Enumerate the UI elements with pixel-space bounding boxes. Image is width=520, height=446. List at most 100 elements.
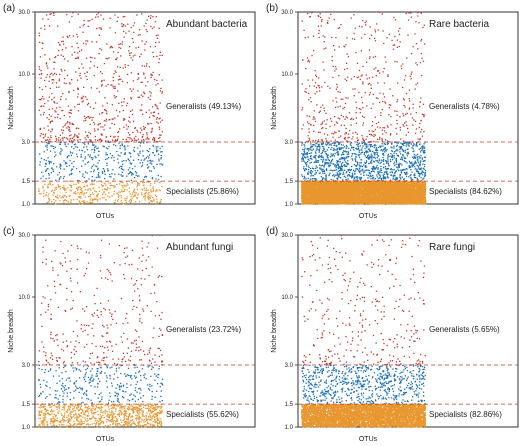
- data-point: [419, 61, 422, 64]
- data-point: [152, 186, 154, 188]
- data-point: [420, 147, 422, 149]
- data-point: [332, 100, 334, 102]
- data-point: [305, 165, 308, 167]
- data-point: [153, 137, 156, 139]
- data-point: [91, 18, 93, 20]
- data-point: [388, 107, 390, 109]
- data-point: [377, 154, 379, 157]
- data-point: [383, 176, 385, 178]
- data-point: [306, 154, 308, 156]
- data-point: [116, 150, 118, 153]
- data-point: [136, 184, 139, 186]
- data-point: [81, 203, 84, 205]
- data-point: [51, 128, 53, 130]
- data-point: [89, 141, 91, 143]
- data-point: [70, 201, 72, 203]
- data-point: [317, 161, 319, 163]
- data-point: [384, 101, 386, 103]
- data-point: [145, 157, 148, 159]
- data-point: [415, 62, 417, 64]
- data-point: [48, 118, 50, 120]
- data-point: [94, 139, 97, 141]
- data-point: [415, 143, 418, 146]
- data-point: [124, 147, 126, 149]
- y-tick-label: 30.0: [18, 10, 30, 16]
- data-point: [86, 98, 88, 100]
- data-point: [379, 145, 381, 147]
- data-point: [118, 191, 120, 193]
- data-point: [337, 164, 340, 166]
- data-point: [346, 171, 348, 173]
- data-point: [59, 143, 61, 145]
- data-point: [328, 144, 331, 146]
- data-point: [105, 120, 107, 122]
- data-point: [47, 195, 49, 197]
- data-point: [85, 181, 88, 184]
- data-point: [40, 141, 43, 143]
- data-point: [151, 200, 153, 202]
- data-point: [373, 161, 375, 163]
- data-point: [377, 172, 379, 174]
- data-point: [375, 152, 377, 154]
- data-point: [105, 136, 107, 138]
- data-point: [422, 150, 424, 152]
- data-point: [90, 194, 92, 196]
- data-point: [126, 189, 128, 191]
- data-point: [89, 195, 91, 197]
- data-point: [393, 16, 395, 19]
- data-point: [101, 139, 103, 141]
- data-point: [73, 89, 75, 92]
- data-point: [84, 117, 86, 120]
- data-point: [338, 136, 340, 139]
- data-point: [127, 173, 129, 175]
- data-point: [42, 113, 45, 116]
- data-point: [365, 143, 367, 145]
- data-point: [423, 24, 425, 26]
- data-point: [346, 79, 348, 82]
- data-point: [158, 74, 160, 76]
- data-point: [390, 146, 392, 148]
- data-point: [415, 145, 417, 147]
- data-point: [132, 80, 134, 82]
- data-point: [385, 160, 387, 162]
- data-point: [156, 151, 158, 153]
- data-point: [326, 149, 329, 151]
- data-point: [369, 150, 371, 152]
- data-point: [420, 53, 422, 55]
- data-point: [54, 61, 56, 63]
- data-point: [321, 152, 323, 154]
- data-point: [117, 51, 119, 54]
- data-point: [141, 40, 143, 42]
- data-point: [416, 169, 418, 171]
- data-point: [346, 165, 348, 167]
- data-point: [97, 193, 99, 195]
- data-point: [330, 198, 332, 200]
- data-point: [153, 78, 156, 81]
- data-point: [109, 175, 111, 178]
- data-point: [124, 145, 126, 147]
- data-point: [401, 156, 403, 159]
- data-point: [410, 113, 412, 115]
- data-point: [71, 173, 73, 175]
- data-point: [366, 105, 368, 107]
- data-point: [89, 133, 92, 135]
- data-point: [55, 107, 58, 109]
- data-point: [67, 155, 69, 158]
- data-point: [122, 163, 124, 165]
- data-point: [350, 169, 352, 172]
- data-point: [55, 154, 57, 156]
- data-point: [387, 153, 390, 155]
- data-point: [375, 67, 377, 69]
- data-point: [423, 131, 425, 133]
- data-point: [91, 158, 94, 161]
- data-point: [380, 178, 383, 180]
- data-point: [364, 171, 366, 173]
- data-point: [42, 133, 44, 135]
- data-point: [315, 161, 317, 163]
- data-point: [314, 93, 316, 95]
- data-point: [380, 169, 383, 171]
- data-point: [142, 181, 144, 184]
- data-point: [83, 201, 85, 203]
- data-point: [396, 133, 398, 135]
- data-point: [63, 185, 65, 187]
